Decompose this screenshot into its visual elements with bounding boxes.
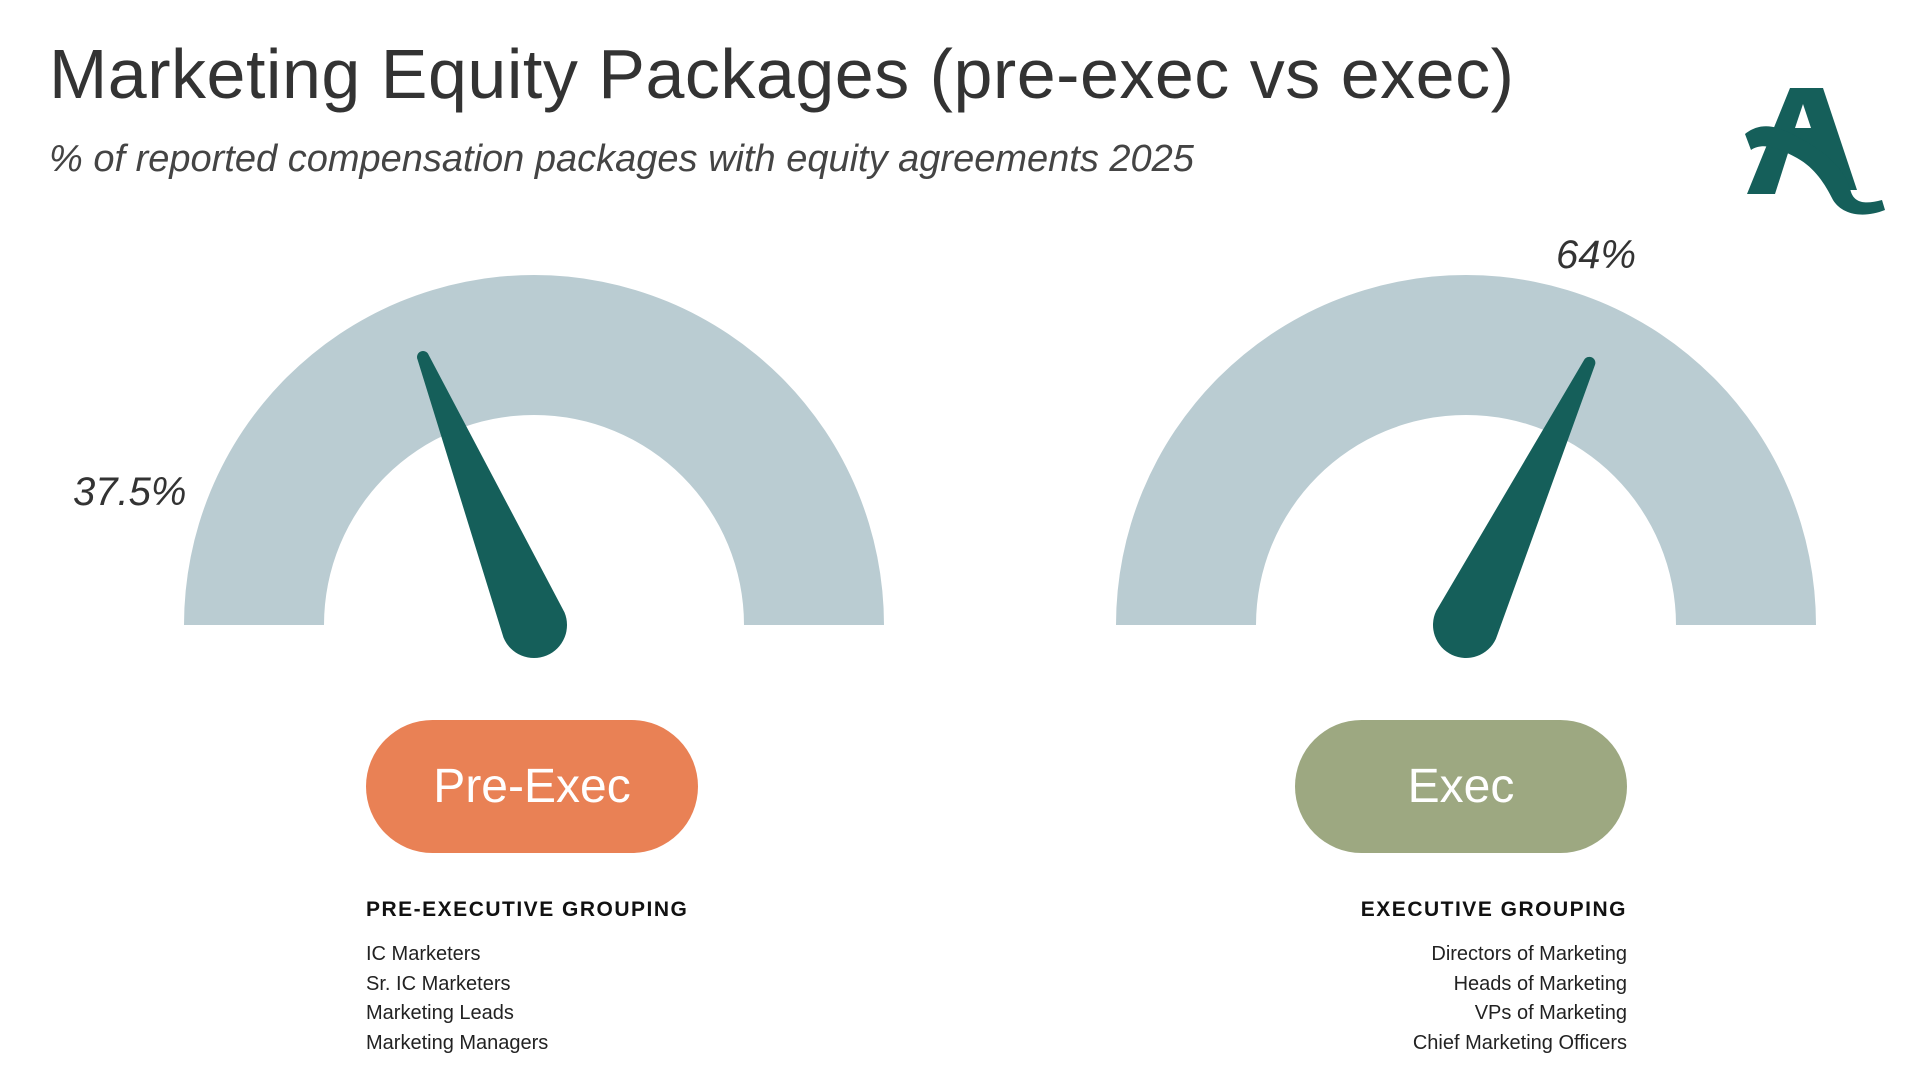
exec-grouping-list: Directors of Marketing Heads of Marketin… [1207, 940, 1627, 1058]
list-item: Chief Marketing Officers [1412, 1031, 1627, 1054]
exec-value-label: 64% [1556, 233, 1637, 277]
exec-badge: Exec [1295, 720, 1627, 853]
pre-exec-grouping: PRE-EXECUTIVE GROUPING IC Marketers Sr. … [366, 898, 786, 1058]
exec-grouping: EXECUTIVE GROUPING Directors of Marketin… [1207, 898, 1627, 1058]
chart-title: Marketing Equity Packages (pre-exec vs e… [49, 35, 1515, 113]
brand-logo-icon [1745, 88, 1885, 215]
list-item: Directors of Marketing [1431, 943, 1627, 965]
gauge-needle [1432, 356, 1596, 659]
logo-swoosh [1745, 126, 1885, 215]
gauge-track [1116, 275, 1816, 625]
gauge-needle [417, 351, 568, 659]
list-item: VPs of Marketing [1474, 1002, 1627, 1024]
chart-subtitle: % of reported compensation packages with… [49, 138, 1194, 180]
pre-exec-badge: Pre-Exec [366, 720, 698, 853]
list-item: Heads of Marketing [1453, 972, 1627, 995]
pre-exec-grouping-list: IC Marketers Sr. IC Marketers Marketing … [366, 940, 786, 1058]
list-item: Marketing Leads [366, 1002, 514, 1024]
exec-gauge [1116, 275, 1816, 659]
list-item: IC Marketers [366, 943, 481, 965]
pre-exec-gauge [184, 275, 884, 659]
pre-exec-grouping-heading: PRE-EXECUTIVE GROUPING [366, 898, 689, 921]
pre-exec-value-label: 37.5% [73, 470, 187, 514]
exec-grouping-heading: EXECUTIVE GROUPING [1360, 898, 1627, 921]
list-item: Sr. IC Marketers [366, 972, 511, 995]
list-item: Marketing Managers [366, 1031, 549, 1054]
gauge-track [184, 275, 884, 625]
